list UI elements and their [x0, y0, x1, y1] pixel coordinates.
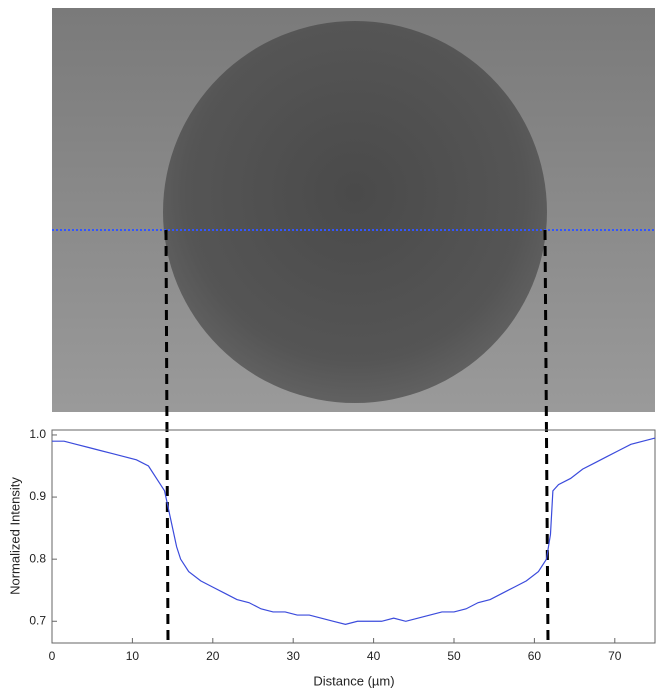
y-tick-label: 1.0	[29, 427, 46, 441]
x-tick-label: 70	[608, 649, 622, 663]
x-axis-title: Distance (µm)	[313, 673, 394, 688]
y-axis-title: Normalized Intensity	[7, 477, 22, 595]
edge-marker	[164, 229, 170, 644]
x-tick-label: 60	[528, 649, 542, 663]
x-tick-label: 40	[367, 649, 381, 663]
plot-frame	[51, 429, 656, 644]
x-tick-label: 30	[287, 649, 301, 663]
edge-marker	[543, 229, 550, 644]
y-tick-label: 0.9	[29, 489, 46, 503]
micrograph	[52, 8, 655, 412]
y-tick-label: 0.7	[29, 613, 46, 627]
y-tick-label: 0.8	[29, 551, 46, 565]
x-tick-label: 0	[49, 649, 56, 663]
x-tick-label: 50	[447, 649, 461, 663]
x-tick-label: 20	[206, 649, 220, 663]
x-tick-label: 10	[126, 649, 140, 663]
intensity-line	[52, 437, 656, 625]
disk	[163, 21, 547, 403]
